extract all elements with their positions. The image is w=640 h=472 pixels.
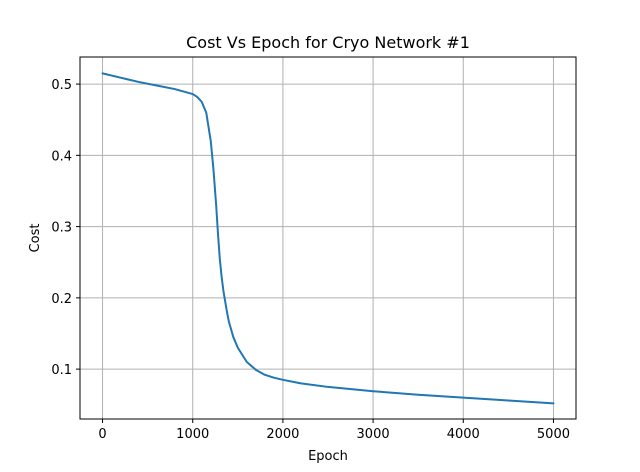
- plot-frame: [79, 56, 577, 420]
- x-axis-label: Epoch: [308, 449, 348, 464]
- x-tick-label: 0: [98, 427, 106, 442]
- x-tick-label: 3000: [357, 427, 390, 442]
- y-tick-label: 0.3: [51, 221, 72, 236]
- chart-title: Cost Vs Epoch for Cryo Network #1: [186, 33, 470, 52]
- grid: [80, 57, 576, 419]
- x-tick-label: 4000: [447, 427, 480, 442]
- x-tick-label: 2000: [266, 427, 299, 442]
- cost-series-line: [101, 72, 555, 405]
- x-tick-label: 1000: [176, 427, 209, 442]
- y-tick-label: 0.1: [51, 363, 72, 378]
- y-tick-label: 0.2: [51, 292, 72, 307]
- y-axis-label: Cost: [28, 224, 43, 253]
- y-tick-label: 0.5: [51, 78, 72, 93]
- series-layer: [101, 72, 555, 405]
- y-tick-label: 0.4: [51, 149, 72, 164]
- x-tick-label: 5000: [537, 427, 570, 442]
- ticks: 0 1000 2000 3000 4000 5000 0.1 0.2 0.3 0.4 0.5: [51, 78, 570, 442]
